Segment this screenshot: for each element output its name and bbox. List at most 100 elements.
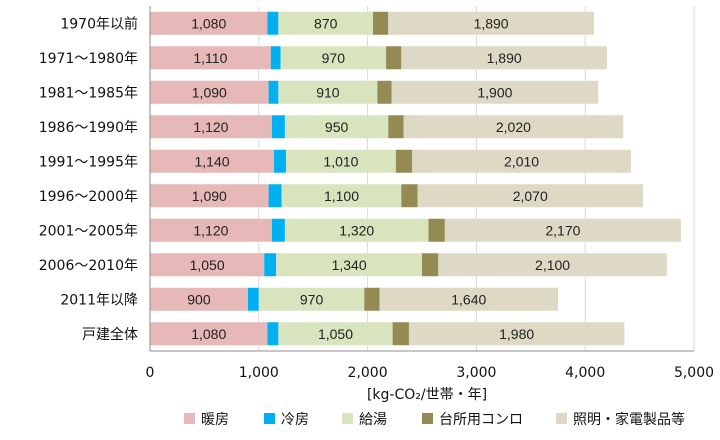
data-label: 2,100 [535, 257, 570, 273]
bar-segment [270, 46, 281, 70]
bar-segment [417, 184, 643, 208]
bar-segment [268, 80, 279, 104]
x-tick-label: 4,000 [565, 365, 605, 381]
data-label: 950 [325, 119, 349, 135]
data-label: 870 [314, 15, 338, 31]
legend-label: 台所用コンロ [439, 412, 523, 428]
bar-segment [267, 322, 279, 346]
bar-segment [281, 184, 402, 208]
bar-segment [412, 149, 631, 173]
x-tick-label: 5,000 [674, 365, 714, 381]
legend-label: 冷房 [281, 412, 309, 428]
bar-segment [264, 253, 277, 277]
legend-label: 給湯 [359, 411, 387, 428]
bar-segment [271, 218, 285, 242]
bar-segment [280, 46, 387, 70]
bar-segment [284, 218, 429, 242]
bar-segment [150, 184, 269, 208]
bar-segment [284, 115, 389, 139]
legend-label: 照明・家電製品等 [573, 411, 685, 428]
bar-segment [150, 46, 271, 70]
legend-swatch [264, 413, 275, 424]
data-label: 1,640 [451, 291, 486, 307]
bar-segment [392, 322, 409, 346]
bar-segment [386, 46, 402, 70]
data-label: 1,900 [477, 84, 512, 100]
data-label: 970 [300, 291, 324, 307]
data-label: 1,050 [318, 326, 353, 342]
category-label: 戸建全体 [82, 326, 138, 343]
bar-segment [150, 115, 272, 139]
data-label: 910 [316, 84, 340, 100]
bar-segment [379, 287, 558, 311]
bar-segment [150, 287, 248, 311]
bar-segment [150, 322, 268, 346]
bar-segment [377, 80, 392, 104]
legend-swatch [184, 413, 195, 424]
legend-swatch [342, 413, 353, 424]
data-label: 1,120 [193, 119, 228, 135]
bar-segment [373, 11, 389, 35]
data-label: 1,320 [339, 222, 374, 238]
data-label: 1,120 [193, 222, 228, 238]
bar-segment [422, 253, 439, 277]
data-label: 2,010 [504, 153, 539, 169]
bar-segment [278, 322, 393, 346]
bar-segment [388, 11, 594, 35]
bar-segment [286, 149, 396, 173]
bar-segment [391, 80, 599, 104]
bar-segment [247, 287, 259, 311]
data-label: 1,010 [323, 153, 358, 169]
bar-segment [150, 149, 275, 173]
legend-swatch [556, 413, 567, 424]
data-label: 1,090 [192, 84, 227, 100]
data-label: 1,090 [192, 188, 227, 204]
data-label: 1,110 [193, 50, 227, 66]
bar-segment [428, 218, 445, 242]
x-tick-label: 2,000 [348, 365, 388, 381]
category-label: 2011年以降 [60, 292, 138, 308]
bar-segment [401, 184, 418, 208]
bar-segment [401, 46, 607, 70]
data-label: 900 [187, 291, 211, 307]
bar-segment [267, 11, 279, 35]
data-label: 2,070 [513, 188, 548, 204]
data-label: 1,100 [324, 188, 359, 204]
category-label: 2006～2010年 [39, 258, 138, 274]
bar-segment [388, 115, 404, 139]
category-label: 1970年以前 [60, 15, 138, 32]
bar-segment [395, 149, 413, 173]
bar-segment [438, 253, 667, 277]
data-label: 1,980 [499, 326, 534, 342]
category-label: 1991～1995年 [39, 154, 138, 170]
data-label: 1,890 [474, 15, 509, 31]
bar-segment [403, 115, 624, 139]
bar-segment [278, 11, 374, 35]
bar-segment [274, 149, 286, 173]
data-label: 1,890 [487, 50, 522, 66]
x-tick-label: 0 [146, 365, 155, 381]
bar-segment [150, 218, 272, 242]
x-tick-label: 3,000 [456, 365, 496, 381]
legend-swatch [422, 413, 433, 424]
data-label: 1,340 [332, 257, 367, 273]
category-label: 2001～2005年 [39, 223, 138, 239]
bar-segment [364, 287, 380, 311]
category-label: 1996～2000年 [39, 189, 138, 205]
bar-segment [150, 253, 265, 277]
data-label: 2,020 [496, 119, 531, 135]
bar-segment [276, 253, 422, 277]
bar-segment [444, 218, 681, 242]
bar-segment [150, 11, 268, 35]
data-label: 1,080 [191, 15, 226, 31]
x-axis-title: [kg-CO₂/世帯・年] [367, 387, 487, 403]
bar-segment [150, 80, 269, 104]
x-tick-label: 1,000 [239, 365, 279, 381]
category-label: 1986～1990年 [39, 120, 138, 136]
data-label: 1,050 [190, 257, 225, 273]
data-label: 1,140 [194, 153, 229, 169]
data-label: 2,170 [545, 222, 580, 238]
bar-segment [268, 184, 282, 208]
